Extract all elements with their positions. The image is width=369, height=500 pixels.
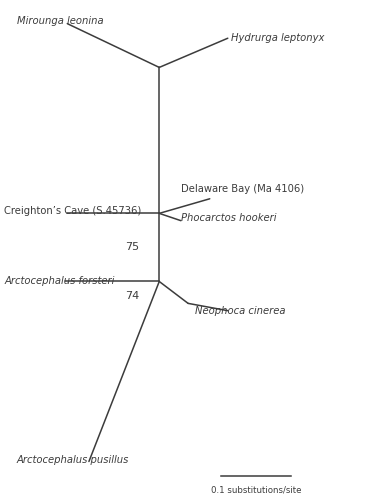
Text: Creighton’s Cave (S.45736): Creighton’s Cave (S.45736) <box>4 206 141 216</box>
Text: Arctocephalus forsteri: Arctocephalus forsteri <box>4 276 114 286</box>
Text: 0.1 substitutions/site: 0.1 substitutions/site <box>211 486 302 495</box>
Text: Hydrurga leptonyx: Hydrurga leptonyx <box>231 33 325 43</box>
Text: 74: 74 <box>125 291 139 301</box>
Text: Mirounga leonina: Mirounga leonina <box>17 16 103 26</box>
Text: Neophoca cinerea: Neophoca cinerea <box>195 306 286 316</box>
Text: 75: 75 <box>125 242 139 252</box>
Text: Phocarctos hookeri: Phocarctos hookeri <box>181 213 276 223</box>
Text: Delaware Bay (Ma 4106): Delaware Bay (Ma 4106) <box>181 184 304 194</box>
Text: Arctocephalus pusillus: Arctocephalus pusillus <box>17 455 129 465</box>
